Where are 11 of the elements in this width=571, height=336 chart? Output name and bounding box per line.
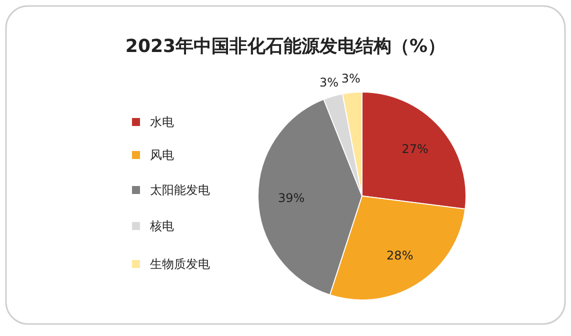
legend-label: 水电: [150, 115, 174, 129]
legend-label: 核电: [149, 219, 174, 233]
chart-title: 2023年中国非化石能源发电结构（%）: [125, 36, 446, 57]
data-label: 28%: [386, 248, 414, 263]
data-label: 3%: [341, 72, 360, 86]
legend-label: 风电: [150, 148, 174, 162]
data-label: 3%: [320, 76, 339, 90]
data-label: 27%: [402, 142, 428, 156]
legend-label: 太阳能发电: [150, 183, 210, 197]
data-label: 39%: [278, 191, 305, 206]
legend-label: 生物质发电: [150, 257, 210, 271]
